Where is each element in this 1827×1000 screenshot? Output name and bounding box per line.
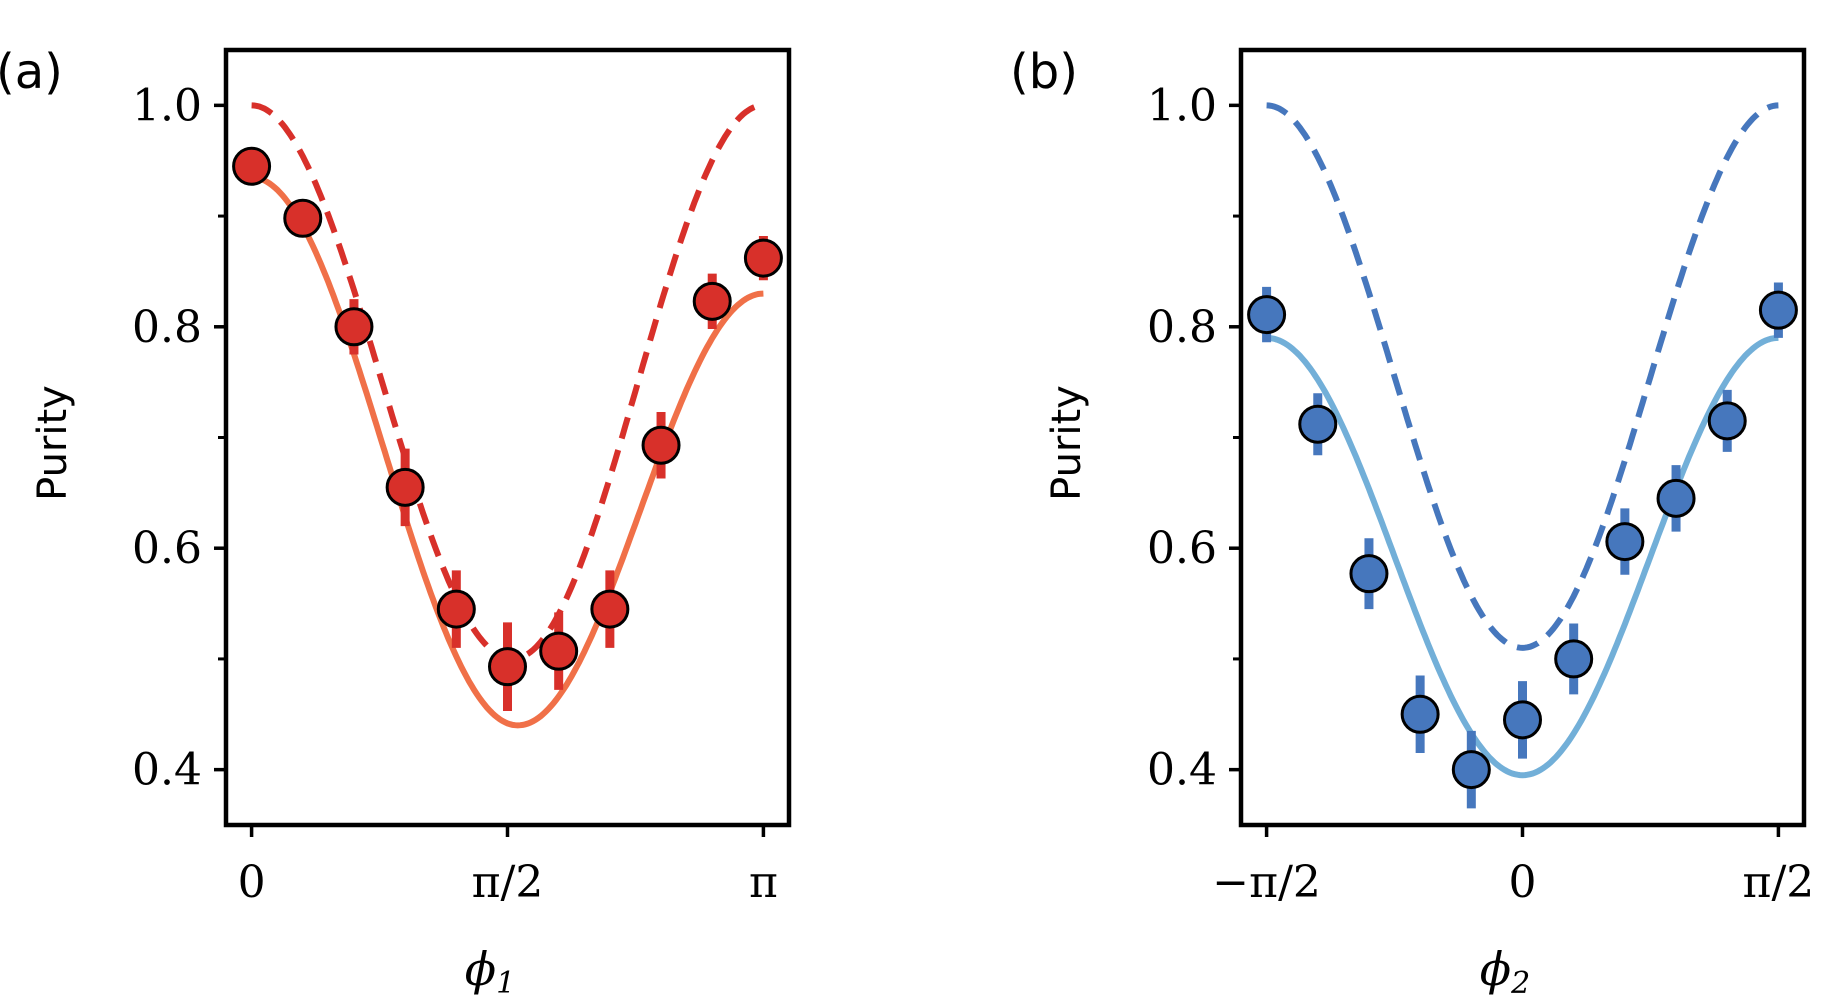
panel-a: (a) Purity 0.4 0.6 0.8 1.0 0 π/2 π ϕ1	[0, 44, 792, 1000]
data-point-b	[1503, 700, 1542, 740]
panel-label-b: (b)	[1010, 44, 1078, 100]
y-ticks-a: 0.4 0.6 0.8 1.0	[132, 80, 226, 796]
data-point-b	[1247, 295, 1287, 335]
data-point-b	[1707, 401, 1747, 441]
x-tick-label-b: 0	[1509, 857, 1537, 908]
plot-area-a	[232, 102, 783, 729]
data-point-b	[1758, 290, 1798, 330]
panel-b: (b) Purity 0.4 0.6 0.8 1.0 −π/2 0 π/2 ϕ2	[1010, 44, 1814, 1000]
data-point-a	[385, 467, 425, 507]
data-point-a	[539, 631, 579, 671]
data-point-a	[692, 281, 732, 321]
fit-curve-b	[1266, 334, 1779, 779]
x-tick-label-b: π/2	[1743, 857, 1815, 908]
y-tick-label-b: 1.0	[1147, 80, 1217, 131]
y-axis-label-a: Purity	[30, 385, 76, 501]
data-point-a	[488, 647, 527, 687]
data-point-b	[1298, 404, 1338, 444]
data-point-b	[1605, 522, 1645, 562]
y-tick-label-a: 0.4	[132, 745, 202, 796]
data-point-a	[334, 307, 374, 347]
data-point-b	[1349, 554, 1389, 594]
y-tick-label-a: 0.6	[132, 523, 202, 574]
y-axis-label-b: Purity	[1044, 385, 1090, 501]
y-tick-label-a: 1.0	[132, 80, 202, 131]
y-ticks-b: 0.4 0.6 0.8 1.0	[1147, 80, 1241, 796]
x-tick-label-a: π/2	[472, 857, 544, 908]
data-point-a	[641, 425, 681, 465]
data-point-a	[436, 589, 476, 629]
plot-area-b	[1247, 102, 1798, 809]
x-ticks-b: −π/2 0 π/2	[1212, 825, 1814, 908]
x-axis-label-a: ϕ1	[465, 942, 515, 1000]
data-point-a	[590, 589, 630, 629]
data-point-a	[743, 238, 783, 278]
y-tick-label-b: 0.4	[1147, 745, 1217, 796]
data-point-a	[232, 146, 272, 186]
fit-curve-a	[251, 174, 764, 729]
data-point-b	[1400, 694, 1440, 734]
panel-label-a: (a)	[0, 44, 63, 100]
data-point-b	[1656, 478, 1696, 518]
data-point-a	[283, 198, 323, 238]
data-point-b	[1451, 750, 1491, 790]
y-tick-label-b: 0.6	[1147, 523, 1217, 574]
ideal-curve-b	[1266, 102, 1779, 651]
x-tick-label-a: 0	[238, 857, 266, 908]
data-point-b	[1554, 639, 1594, 679]
x-tick-label-b: −π/2	[1212, 857, 1321, 908]
x-tick-label-a: π	[749, 857, 778, 908]
y-tick-label-b: 0.8	[1147, 302, 1217, 353]
x-axis-label-b: ϕ2	[1480, 942, 1530, 1000]
x-ticks-a: 0 π/2 π	[238, 825, 778, 908]
y-tick-label-a: 0.8	[132, 302, 202, 353]
